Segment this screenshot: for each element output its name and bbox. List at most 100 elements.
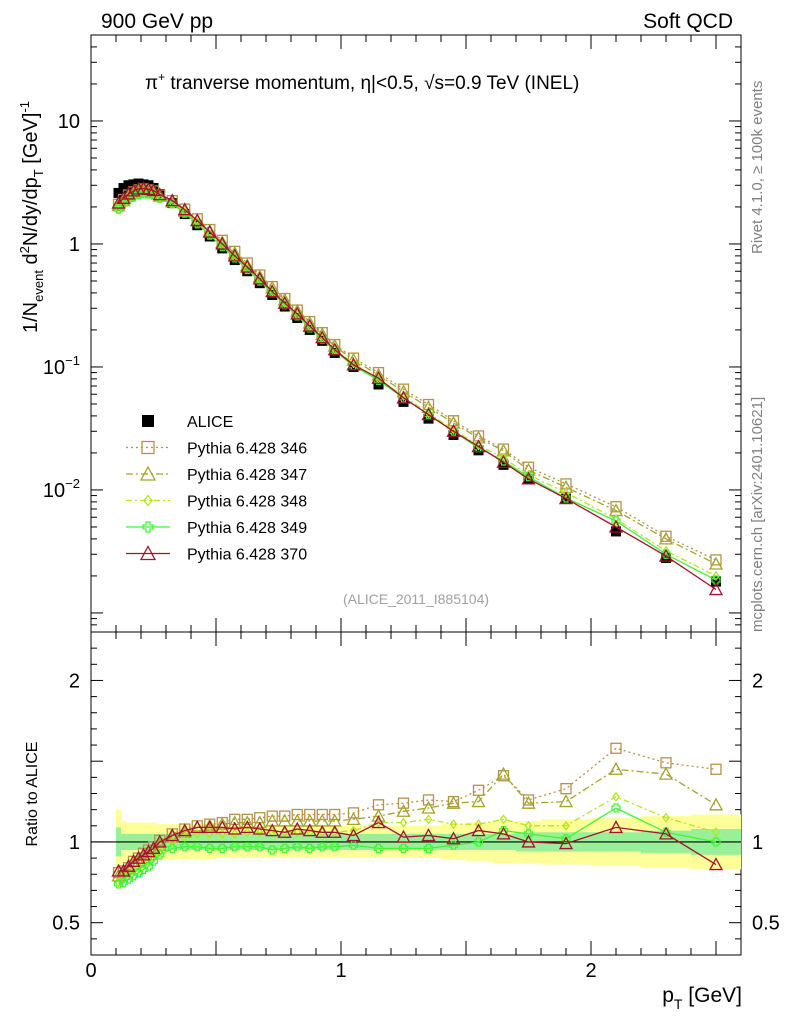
ratio-series-point-2 xyxy=(346,811,361,825)
main-series-point-4 xyxy=(133,189,144,200)
ratio-series-point-5 xyxy=(302,823,317,837)
x-tick-label: 1 xyxy=(335,960,346,982)
ratio-series-point-3 xyxy=(129,865,138,877)
mcplots-label: mcplots.cern.ch [arXiv:2401.10621] xyxy=(749,397,766,632)
legend-label: Pythia 6.428 348 xyxy=(187,494,307,511)
ratio-series-point-1 xyxy=(522,794,535,806)
ratio-plot-frame xyxy=(90,631,742,956)
main-series-point-4 xyxy=(113,204,124,214)
ratio-series-point-4 xyxy=(205,843,215,854)
ratio-series-point-1 xyxy=(397,797,410,809)
main-series-point-5 xyxy=(371,370,386,384)
legend-marker-5 xyxy=(139,545,157,561)
ratio-series-point-4 xyxy=(217,843,227,854)
main-series-point-4 xyxy=(523,472,534,482)
ratio-series-point-2 xyxy=(496,766,511,780)
main-series-point-4 xyxy=(661,549,671,559)
ratio-series-point-5 xyxy=(315,824,330,838)
main-series-point-2 xyxy=(446,415,461,429)
ratio-series-point-2 xyxy=(608,761,624,775)
ratio-series-point-2 xyxy=(658,766,674,780)
ratio-series-point-5 xyxy=(346,828,361,842)
ratio-series-point-4 xyxy=(242,842,252,852)
main-series-point-1 xyxy=(710,554,722,566)
main-series-point-5 xyxy=(446,423,461,437)
legend-marker-3 xyxy=(143,494,153,507)
ratio-series-point-5 xyxy=(240,820,255,834)
ratio-series-point-4 xyxy=(255,842,265,852)
main-series-point-5 xyxy=(190,213,205,227)
ratio-plot-area: 0.5 0.5 1 1 2 2 0 1 2 xyxy=(52,632,780,982)
ratio-series-point-5 xyxy=(496,826,511,840)
ratio-series-line-3 xyxy=(118,795,717,883)
main-series-point-5 xyxy=(558,491,574,505)
ratio-series-point-5 xyxy=(265,823,280,837)
ratio-y-tick-label-left: 1 xyxy=(69,832,80,854)
ratio-series-point-5 xyxy=(608,820,624,834)
ratio-series-point-2 xyxy=(396,803,411,817)
ratio-series-point-2 xyxy=(708,797,724,811)
ratio-series-point-4 xyxy=(167,843,177,854)
legend-label: ALICE xyxy=(187,414,233,431)
alice-data-point xyxy=(711,576,721,587)
ratio-series-point-5 xyxy=(421,828,436,842)
alice-data-point xyxy=(317,335,328,346)
header-right: Soft QCD xyxy=(643,10,733,33)
ratio-series-point-1 xyxy=(660,757,672,769)
ratio-series-point-3 xyxy=(474,819,483,830)
ratio-series-point-1 xyxy=(347,807,360,819)
ratio-series-point-4 xyxy=(267,845,277,855)
ratio-series-point-4 xyxy=(523,829,534,839)
main-title: π+ tranverse momentum, η|<0.5, √s=0.9 Te… xyxy=(145,70,579,94)
main-series-point-5 xyxy=(252,271,267,285)
main-series-point-5 xyxy=(471,439,486,453)
ratio-series-point-2 xyxy=(111,868,126,882)
ratio-series-point-2 xyxy=(558,794,574,808)
ratio-series-point-1 xyxy=(316,808,328,821)
ratio-series-point-4 xyxy=(192,842,202,852)
ratio-series-point-4 xyxy=(292,842,302,852)
ratio-series-point-4 xyxy=(305,843,315,854)
x-tick-label: 2 xyxy=(585,960,596,982)
main-series-point-5 xyxy=(608,519,624,533)
main-series-point-2 xyxy=(471,430,486,444)
main-series-point-2 xyxy=(421,399,436,413)
ratio-series-point-5 xyxy=(371,815,386,829)
ratio-series-point-5 xyxy=(121,858,136,872)
analysis-watermark: (ALICE_2011_I885104) xyxy=(343,591,489,607)
ratio-series-point-3 xyxy=(712,827,720,838)
ratio-series-point-2 xyxy=(371,808,386,822)
legend-label: Pythia 6.428 349 xyxy=(187,520,307,537)
main-series-point-5 xyxy=(302,318,317,332)
ratio-series-point-1 xyxy=(304,808,316,821)
main-series-point-5 xyxy=(227,248,242,262)
legend-label: Pythia 6.428 346 xyxy=(187,441,307,458)
ratio-series-point-5 xyxy=(116,863,131,877)
ratio-series-point-5 xyxy=(708,857,724,871)
main-series-point-5 xyxy=(240,259,255,273)
ratio-series-point-1 xyxy=(241,813,253,825)
ratio-series-point-4 xyxy=(330,842,340,852)
ratio-series-point-4 xyxy=(611,803,621,813)
main-series-point-5 xyxy=(277,295,292,309)
ratio-series-point-2 xyxy=(421,800,436,814)
main-series-point-5 xyxy=(126,183,141,197)
ratio-series-point-4 xyxy=(423,843,434,854)
main-series-point-5 xyxy=(421,407,436,421)
legend-label: Pythia 6.428 347 xyxy=(187,467,307,484)
ratio-series-point-1 xyxy=(329,808,341,821)
main-series-point-2 xyxy=(658,531,674,545)
ratio-series-point-1 xyxy=(497,770,510,782)
ratio-y-tick-label-right: 2 xyxy=(752,670,763,692)
ratio-series-point-4 xyxy=(473,837,484,847)
main-series-point-5 xyxy=(290,306,305,320)
ratio-series-point-5 xyxy=(141,844,156,858)
ratio-y-tick-label-left: 0.5 xyxy=(52,913,80,935)
main-series-point-5 xyxy=(315,330,330,344)
ratio-series-point-4 xyxy=(711,837,721,847)
ratio-series-point-5 xyxy=(190,820,205,834)
main-series-point-1 xyxy=(660,530,672,542)
ratio-series-point-5 xyxy=(165,828,180,842)
main-series-point-5 xyxy=(708,582,724,596)
ratio-y-tick-label-left: 2 xyxy=(69,670,80,692)
